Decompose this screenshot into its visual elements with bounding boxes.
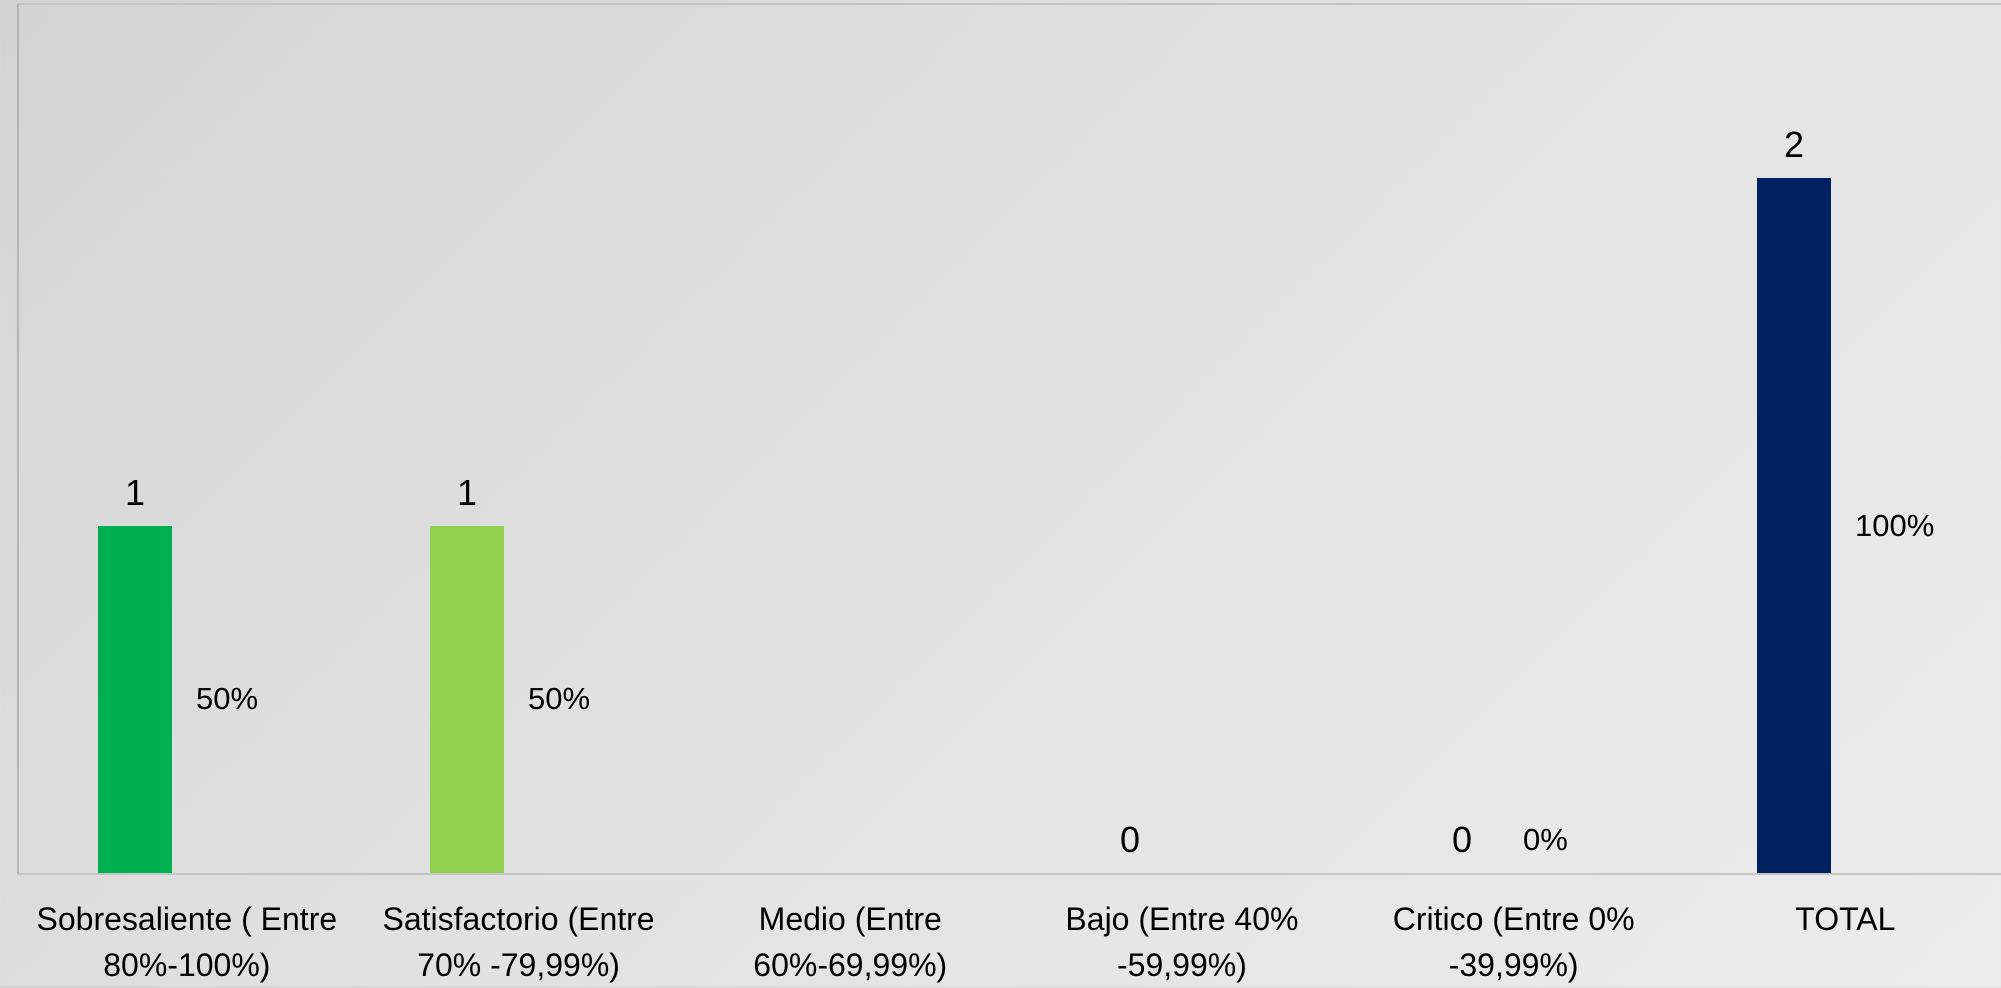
bar-percentage-label: 100% bbox=[1855, 507, 1935, 543]
bar-percentage-label: 50% bbox=[196, 681, 259, 717]
plot-frame-top bbox=[17, 3, 2001, 5]
x-tick-label: Bajo (Entre 40% -59,99%) bbox=[1065, 901, 1299, 983]
bar bbox=[98, 525, 172, 873]
x-tick-label: Critico (Entre 0% -39,99%) bbox=[1392, 901, 1635, 983]
bar-percentage-label: 50% bbox=[528, 681, 591, 717]
bar-value-label: 1 bbox=[456, 471, 478, 513]
bar bbox=[1757, 178, 1831, 873]
x-tick-label: Sobresaliente ( Entre 80%-100%) bbox=[36, 901, 338, 983]
x-axis-line bbox=[17, 873, 2001, 875]
x-tick-label: TOTAL bbox=[1795, 901, 1896, 937]
bar-value-label: 2 bbox=[1783, 124, 1805, 165]
bar-value-label: 0 bbox=[1119, 819, 1141, 860]
plot-frame-left bbox=[17, 3, 19, 875]
bar bbox=[430, 525, 504, 873]
bar-value-label: 1 bbox=[124, 471, 146, 513]
x-tick-label: Satisfactorio (Entre 70% -79,99%) bbox=[382, 901, 655, 983]
bar-value-label: 0 bbox=[1451, 819, 1473, 860]
bar-percentage-label: 0% bbox=[1523, 822, 1568, 857]
x-tick-label: Medio (Entre 60%-69,99%) bbox=[753, 901, 948, 983]
